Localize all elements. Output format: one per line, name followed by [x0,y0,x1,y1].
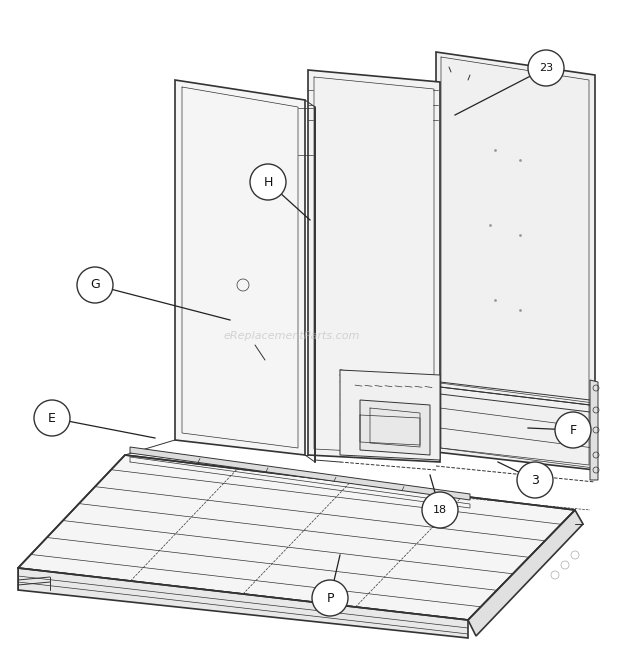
Polygon shape [468,510,583,636]
Text: F: F [569,423,577,437]
Polygon shape [436,52,595,470]
Text: P: P [326,591,334,605]
Text: E: E [48,411,56,425]
Circle shape [422,492,458,528]
Text: 3: 3 [531,474,539,487]
Text: 23: 23 [539,63,553,73]
Circle shape [312,580,348,616]
Text: eReplacementParts.com: eReplacementParts.com [223,331,360,341]
Polygon shape [130,447,470,500]
Text: G: G [90,278,100,292]
Polygon shape [18,455,575,620]
Polygon shape [590,380,598,480]
Text: H: H [264,175,273,189]
Polygon shape [175,80,305,455]
Circle shape [250,164,286,200]
Circle shape [528,50,564,86]
Circle shape [517,462,553,498]
Text: 18: 18 [433,505,447,515]
Polygon shape [340,370,440,460]
Polygon shape [360,400,430,455]
Polygon shape [308,70,440,462]
Polygon shape [18,568,468,638]
Circle shape [555,412,591,448]
Circle shape [77,267,113,303]
Circle shape [34,400,70,436]
